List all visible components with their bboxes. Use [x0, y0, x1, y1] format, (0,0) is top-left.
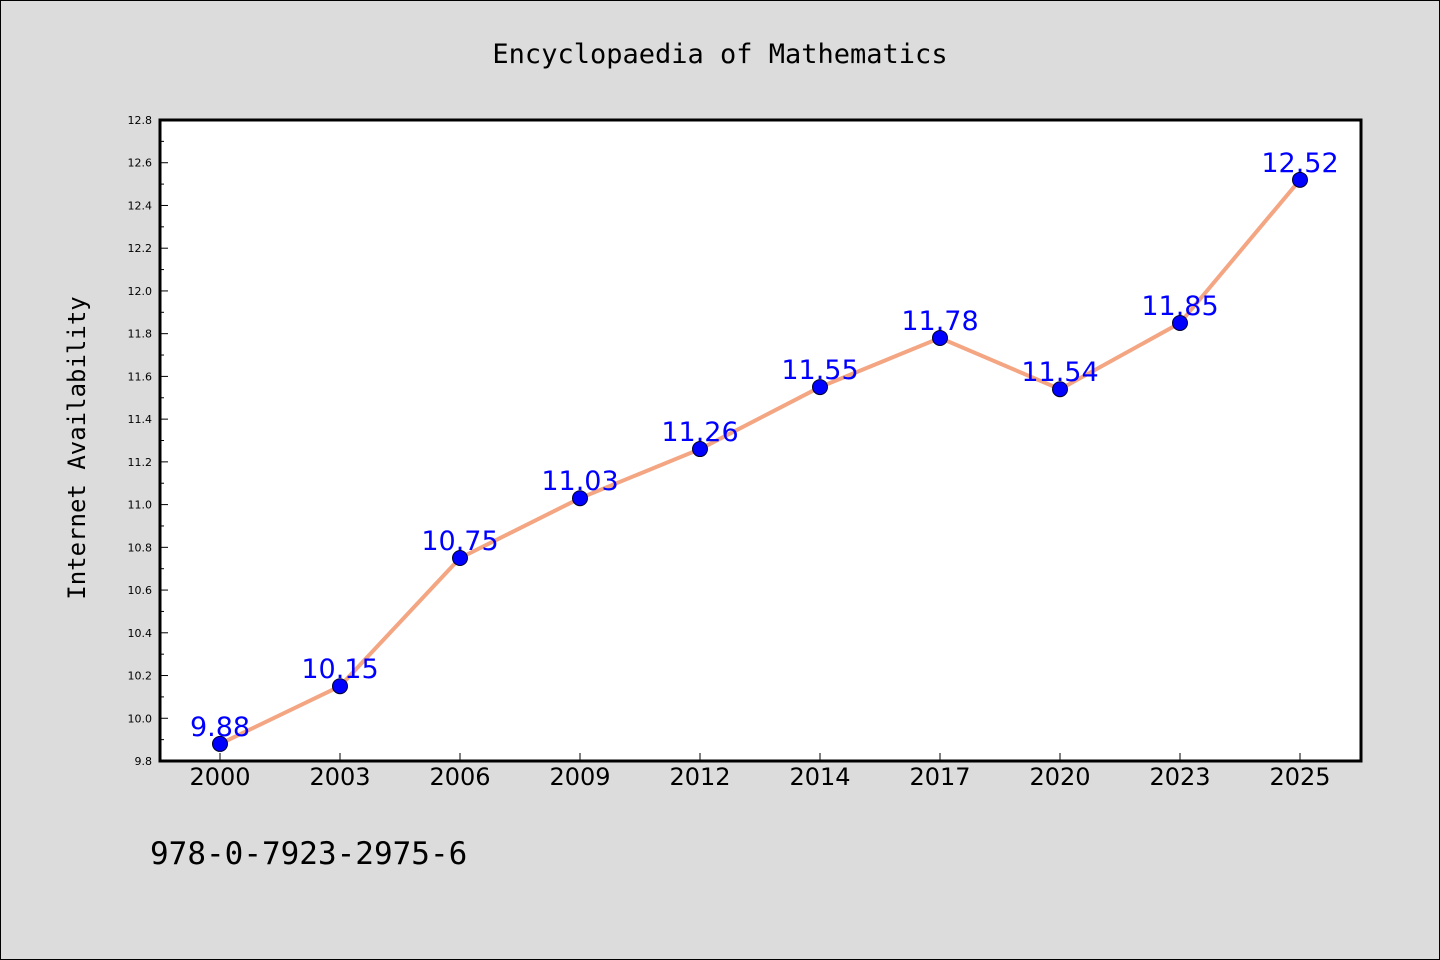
- x-tick-label: 2000: [189, 763, 250, 791]
- plot-area: [160, 120, 1361, 761]
- data-point: [212, 735, 228, 752]
- data-point: [572, 490, 588, 507]
- plot-frame: [158, 118, 1363, 763]
- y-tick-label: 11.2: [128, 456, 153, 469]
- series-line: [219, 178, 1302, 746]
- data-label: 9.88: [190, 712, 250, 743]
- y-axis: 9.8 10.0 10.2 10.4 10.6 10.8 11.0 11.2 11.4 11.6 1…: [128, 114, 168, 768]
- y-tick-label: 10.8: [128, 541, 153, 554]
- x-tick-label: 2006: [429, 763, 490, 791]
- isbn-text: 978-0-7923-2975-6: [150, 836, 467, 872]
- x-tick-label: 2025: [1269, 763, 1330, 791]
- data-label: 10.15: [301, 654, 378, 685]
- x-tick-label: 2003: [309, 763, 370, 791]
- x-tick-label: 2023: [1149, 763, 1210, 791]
- y-tick-label: 9.8: [135, 755, 153, 768]
- y-tick-label: 12.4: [128, 199, 153, 212]
- data-label: 11.55: [781, 355, 858, 386]
- data-point: [1292, 171, 1308, 188]
- series-group: 9.88 10.15 10.75 11.03 11.26 11.55 11.78 11.54 1…: [190, 148, 1339, 752]
- data-point: [332, 678, 348, 695]
- data-point: [812, 379, 828, 396]
- y-tick-label: 11.0: [128, 499, 153, 512]
- y-tick-label: 11.6: [128, 370, 153, 383]
- y-tick-label: 12.6: [128, 157, 153, 170]
- y-tick-label: 10.4: [128, 627, 153, 640]
- data-label: 11.26: [661, 417, 738, 448]
- y-tick-label: 12.0: [128, 285, 153, 298]
- y-tick-label: 10.0: [128, 712, 153, 725]
- chart-title: Encyclopaedia of Mathematics: [492, 39, 947, 70]
- x-tick-label: 2009: [549, 763, 610, 791]
- data-point: [1052, 381, 1068, 398]
- y-tick-label: 10.6: [128, 584, 153, 597]
- data-label: 11.78: [901, 306, 978, 337]
- x-tick-label: 2017: [909, 763, 970, 791]
- x-axis: 2000 2003 2006 2009 2012 2014 2017 2020 2023 2025: [189, 753, 1331, 791]
- data-point: [692, 441, 708, 458]
- y-tick-label: 11.8: [128, 328, 153, 341]
- data-label: 11.03: [541, 466, 618, 497]
- x-tick-label: 2020: [1029, 763, 1090, 791]
- data-point: [932, 329, 948, 346]
- data-label: 11.54: [1021, 357, 1098, 388]
- data-label: 12.52: [1261, 148, 1338, 179]
- y-tick-label: 10.2: [128, 670, 153, 683]
- y-tick-label: 11.4: [128, 413, 153, 426]
- x-tick-label: 2012: [669, 763, 730, 791]
- data-label: 11.85: [1141, 291, 1218, 322]
- y-tick-label: 12.8: [128, 114, 153, 127]
- data-label: 10.75: [421, 526, 498, 557]
- data-point: [1172, 314, 1188, 331]
- data-point: [452, 550, 468, 567]
- y-tick-label: 12.2: [128, 242, 153, 255]
- y-axis-label: Internet Availability: [63, 296, 91, 599]
- x-tick-label: 2014: [789, 763, 850, 791]
